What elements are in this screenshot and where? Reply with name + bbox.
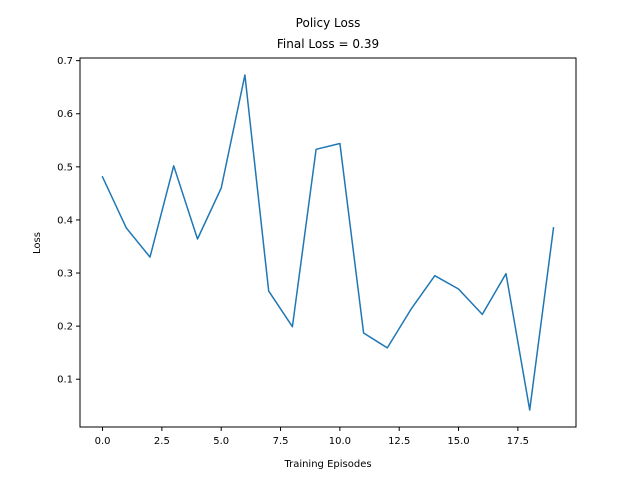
chart-title: Policy Loss bbox=[296, 16, 361, 30]
loss-series-line bbox=[101, 74, 555, 411]
y-tick-label: 0.3 bbox=[57, 269, 73, 280]
chart-title-group: Policy Loss Final Loss = 0.39 bbox=[277, 16, 379, 51]
y-tick-label: 0.1 bbox=[57, 375, 73, 386]
x-axis-ticks: 0.0 2.5 5.0 7.5 10.0 12.5 15.0 17.5 bbox=[95, 427, 529, 447]
y-tick-label: 0.2 bbox=[57, 322, 73, 333]
x-axis-label: Training Episodes bbox=[283, 459, 371, 470]
series-layer bbox=[101, 74, 555, 411]
y-axis-ticks: 0.1 0.2 0.3 0.4 0.5 0.6 0.7 bbox=[57, 56, 80, 386]
x-tick-label: 10.0 bbox=[329, 436, 351, 447]
y-tick-label: 0.5 bbox=[57, 162, 73, 173]
x-tick-label: 5.0 bbox=[213, 436, 229, 447]
y-tick-label: 0.7 bbox=[57, 56, 73, 67]
y-tick-label: 0.6 bbox=[57, 109, 73, 120]
x-tick-label: 7.5 bbox=[273, 436, 289, 447]
x-tick-label: 15.0 bbox=[447, 436, 469, 447]
x-tick-label: 12.5 bbox=[388, 436, 410, 447]
x-tick-label: 2.5 bbox=[154, 436, 170, 447]
x-tick-label: 0.0 bbox=[95, 436, 111, 447]
y-tick-label: 0.4 bbox=[57, 215, 73, 226]
chart-subtitle: Final Loss = 0.39 bbox=[277, 37, 379, 51]
y-axis-label: Loss bbox=[32, 232, 43, 254]
plot-area-frame bbox=[79, 57, 577, 428]
x-tick-label: 17.5 bbox=[507, 436, 529, 447]
